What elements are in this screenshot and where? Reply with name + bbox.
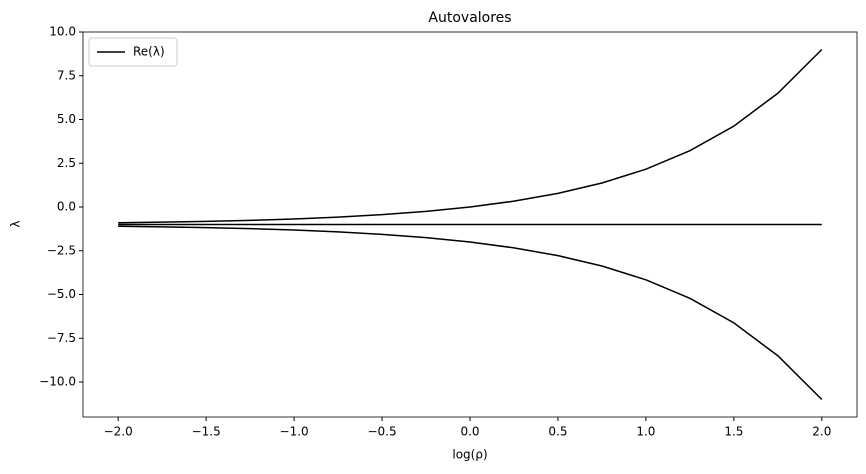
y-axis-label: λ <box>9 220 23 227</box>
x-tick-label: −1.5 <box>192 425 221 439</box>
x-axis-label: log(ρ) <box>452 448 487 462</box>
legend-label: Re(λ) <box>133 45 165 59</box>
plot-frame <box>82 31 858 418</box>
x-tick-label: −1.0 <box>280 425 309 439</box>
y-tick-label: 5.0 <box>57 112 76 126</box>
x-tick-label: 1.0 <box>636 425 655 439</box>
x-tick-label: 2.0 <box>812 425 831 439</box>
y-tick-label: −5.0 <box>47 287 76 301</box>
x-tick-label: 0.5 <box>548 425 567 439</box>
x-tick-label: −0.5 <box>367 425 396 439</box>
y-tick-label: −7.5 <box>47 331 76 345</box>
x-tick-label: −2.0 <box>104 425 133 439</box>
y-tick-label: −2.5 <box>47 243 76 257</box>
x-tick-label: 0.0 <box>460 425 479 439</box>
line <box>118 225 823 401</box>
legend-box <box>88 37 178 67</box>
y-tick-label: 0.0 <box>57 200 76 214</box>
chart-title: Autovalores <box>428 10 511 26</box>
y-tick-label: 10.0 <box>49 25 76 39</box>
x-tick-label: 1.5 <box>724 425 743 439</box>
y-tick-label: 7.5 <box>57 68 76 82</box>
y-tick-label: 2.5 <box>57 156 76 170</box>
line <box>118 48 823 224</box>
y-tick-label: −10.0 <box>39 375 76 389</box>
